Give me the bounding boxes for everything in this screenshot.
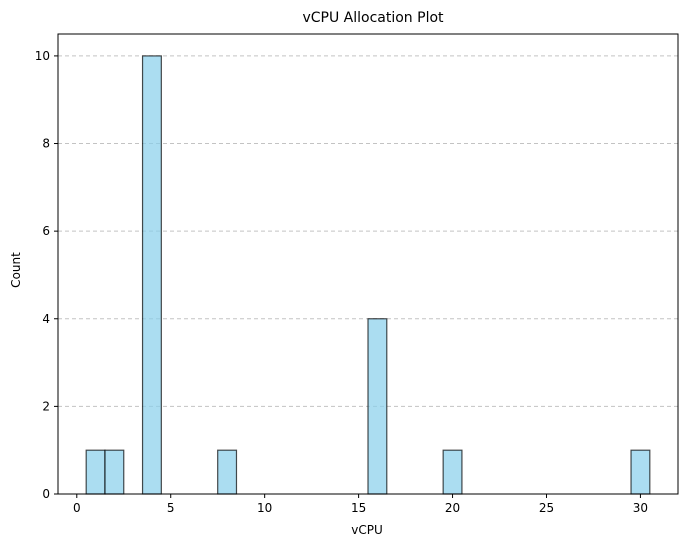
- y-axis-label: Count: [9, 252, 23, 288]
- y-tick-label: 2: [42, 399, 50, 413]
- x-axis-label: vCPU: [351, 523, 383, 537]
- x-tick-label: 25: [539, 501, 554, 515]
- histogram-bar: [367, 318, 388, 495]
- y-tick-label: 4: [42, 312, 50, 326]
- x-tick-label: 10: [257, 501, 272, 515]
- plot-frame: [57, 33, 679, 495]
- chart-title: vCPU Allocation Plot: [302, 10, 444, 26]
- x-tick-label: 20: [445, 501, 460, 515]
- histogram-bar: [141, 55, 162, 495]
- histogram-bar: [442, 449, 463, 495]
- y-tick-label: 6: [42, 224, 50, 238]
- bars: [85, 55, 651, 495]
- y-tick-label: 8: [42, 137, 50, 151]
- x-tick-label: 15: [351, 501, 366, 515]
- y-axis-ticks: 0 2 4 6 8 10: [35, 49, 58, 501]
- y-tick-label: 0: [42, 487, 50, 501]
- histogram-bar: [85, 449, 106, 495]
- x-axis-ticks: 0 5 10 15 20 25 30: [73, 494, 648, 515]
- x-tick-label: 30: [633, 501, 648, 515]
- x-tick-label: 0: [73, 501, 81, 515]
- histogram-bar: [217, 449, 238, 495]
- y-tick-label: 10: [35, 49, 50, 63]
- histogram-bar: [630, 449, 651, 495]
- histogram-bar: [104, 449, 125, 495]
- x-tick-label: 5: [167, 501, 175, 515]
